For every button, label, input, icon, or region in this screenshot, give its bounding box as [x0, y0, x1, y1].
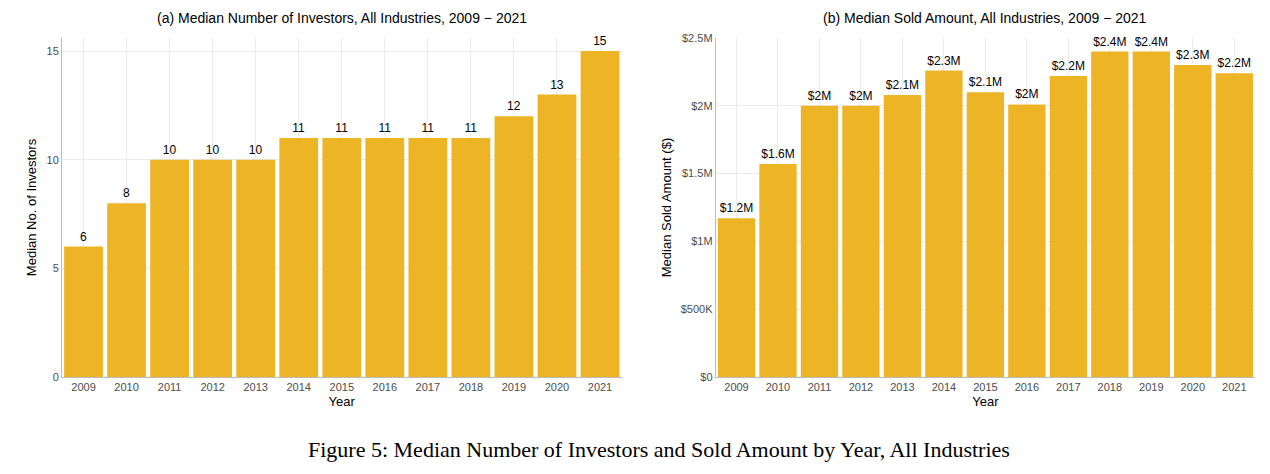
svg-text:11: 11 — [292, 121, 305, 135]
svg-text:$2.3M: $2.3M — [1176, 48, 1209, 62]
svg-text:$2.3M: $2.3M — [927, 54, 960, 68]
svg-text:Figure 5: Median Number of Inv: Figure 5: Median Number of Investors and… — [308, 437, 1010, 462]
svg-text:2019: 2019 — [502, 381, 526, 393]
svg-text:2019: 2019 — [1139, 381, 1163, 393]
svg-text:2021: 2021 — [1222, 381, 1246, 393]
svg-text:12: 12 — [507, 99, 521, 113]
svg-text:Median Sold Amount ($): Median Sold Amount ($) — [659, 138, 674, 277]
svg-text:2013: 2013 — [243, 381, 267, 393]
svg-text:2015: 2015 — [973, 381, 997, 393]
svg-text:$2.5M: $2.5M — [682, 32, 713, 44]
svg-text:$2M: $2M — [808, 89, 831, 103]
svg-text:2017: 2017 — [1056, 381, 1080, 393]
svg-text:$0: $0 — [700, 371, 712, 383]
svg-text:2016: 2016 — [1015, 381, 1039, 393]
svg-text:$1.6M: $1.6M — [761, 147, 794, 161]
svg-text:2018: 2018 — [1098, 381, 1122, 393]
svg-text:15: 15 — [593, 34, 607, 48]
svg-text:10: 10 — [163, 143, 177, 157]
svg-text:2020: 2020 — [1181, 381, 1205, 393]
svg-text:10: 10 — [206, 143, 220, 157]
svg-text:2013: 2013 — [890, 381, 914, 393]
svg-text:Year: Year — [329, 394, 356, 409]
svg-text:2015: 2015 — [330, 381, 354, 393]
svg-text:15: 15 — [47, 45, 59, 57]
svg-text:(b) Median Sold Amount, All In: (b) Median Sold Amount, All Industries, … — [823, 10, 1147, 26]
svg-text:11: 11 — [378, 121, 391, 135]
svg-text:2011: 2011 — [808, 381, 832, 393]
svg-text:2009: 2009 — [71, 381, 95, 393]
svg-text:2017: 2017 — [416, 381, 440, 393]
svg-text:10: 10 — [249, 143, 263, 157]
svg-text:$500K: $500K — [681, 303, 713, 315]
svg-text:13: 13 — [550, 78, 564, 92]
svg-text:$2.1M: $2.1M — [886, 78, 919, 92]
svg-text:$2.4M: $2.4M — [1093, 35, 1126, 49]
svg-text:$2.2M: $2.2M — [1218, 56, 1251, 70]
svg-text:10: 10 — [47, 154, 59, 166]
svg-text:2014: 2014 — [286, 381, 310, 393]
svg-text:11: 11 — [421, 121, 434, 135]
svg-text:$2.1M: $2.1M — [969, 75, 1002, 89]
svg-text:2021: 2021 — [588, 381, 612, 393]
svg-text:8: 8 — [123, 186, 130, 200]
svg-text:2010: 2010 — [766, 381, 790, 393]
svg-text:2016: 2016 — [373, 381, 397, 393]
svg-text:2018: 2018 — [459, 381, 483, 393]
svg-text:11: 11 — [335, 121, 348, 135]
svg-text:2020: 2020 — [545, 381, 569, 393]
svg-text:$1M: $1M — [691, 235, 712, 247]
svg-text:Year: Year — [972, 394, 999, 409]
svg-text:$2.4M: $2.4M — [1135, 35, 1168, 49]
svg-text:11: 11 — [464, 121, 477, 135]
svg-text:$1.2M: $1.2M — [720, 201, 753, 215]
svg-text:0: 0 — [53, 371, 59, 383]
svg-text:(a) Median Number of Investors: (a) Median Number of Investors, All Indu… — [157, 10, 527, 26]
svg-text:2009: 2009 — [724, 381, 748, 393]
svg-text:Median No. of Investors: Median No. of Investors — [24, 138, 39, 276]
svg-text:2012: 2012 — [849, 381, 873, 393]
svg-text:2010: 2010 — [114, 381, 138, 393]
svg-text:2011: 2011 — [158, 381, 182, 393]
svg-text:$1.5M: $1.5M — [682, 167, 713, 179]
svg-text:2012: 2012 — [200, 381, 224, 393]
svg-text:$2M: $2M — [1015, 87, 1038, 101]
svg-text:$2M: $2M — [691, 100, 712, 112]
svg-text:$2M: $2M — [849, 89, 872, 103]
svg-text:2014: 2014 — [932, 381, 956, 393]
svg-text:5: 5 — [53, 262, 59, 274]
svg-text:$2.2M: $2.2M — [1052, 59, 1085, 73]
svg-text:6: 6 — [80, 230, 87, 244]
